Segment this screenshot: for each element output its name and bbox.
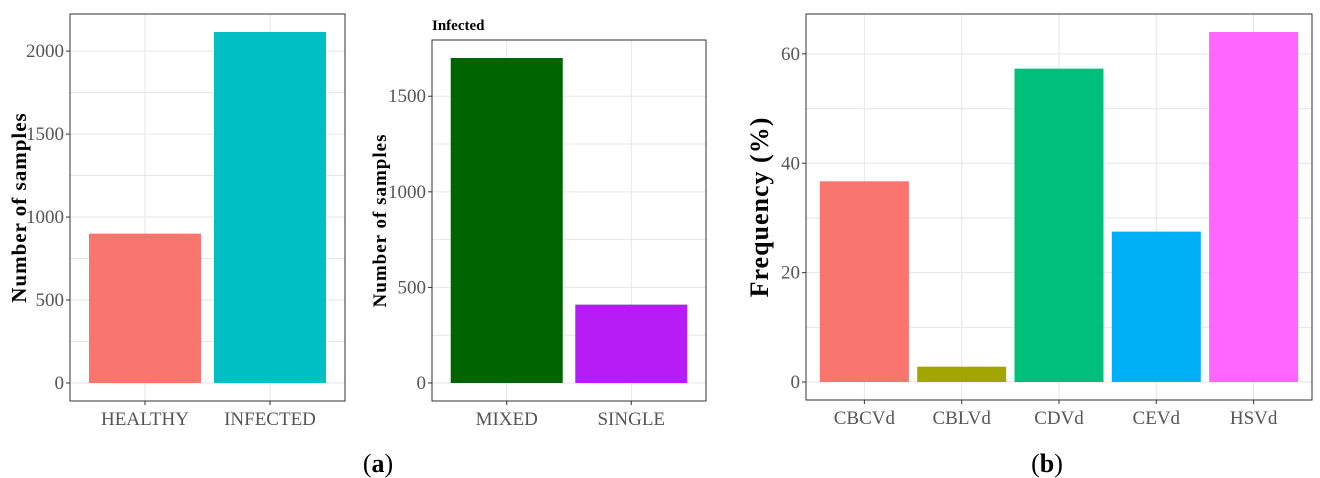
panel-title: Infected [432, 18, 485, 34]
x-tick-label: INFECTED [224, 409, 316, 430]
bar-healthy [89, 233, 201, 383]
bar-mixed [450, 58, 563, 383]
y-axis-title: Number of samples [7, 112, 31, 302]
y-tick-label: 60 [781, 44, 800, 65]
chart-panel-3: 0 20 40 60 CBCVd CBLVd CDVd CEVd HSVd Frequency (… [745, 13, 1313, 429]
bar-cbcvd [819, 181, 909, 382]
x-tick-label: MIXED [476, 409, 538, 430]
y-tick-label: 1000 [388, 182, 426, 203]
x-tick-label: CBCVd [834, 408, 896, 429]
x-tick-label: CDVd [1034, 408, 1084, 429]
chart-panel-2: 0 500 1000 1500 MIXED SINGLE Number of samples… [370, 18, 707, 430]
x-tick-label: SINGLE [597, 409, 665, 430]
y-axis-title: Frequency (%) [745, 117, 774, 298]
y-tick-label: 20 [781, 263, 800, 284]
caption-a: (a) [363, 449, 393, 478]
y-tick-label: 2000 [26, 41, 64, 62]
bar-cblvd [917, 366, 1007, 382]
bar-hsvd [1209, 32, 1299, 382]
x-tick-label: CEVd [1133, 408, 1181, 429]
y-tick-label: 0 [55, 373, 65, 394]
bar-cevd [1111, 231, 1201, 382]
bar-single [575, 304, 688, 383]
y-tick-label: 1500 [26, 124, 64, 145]
plot-frame [69, 13, 346, 402]
y-tick-label: 500 [36, 290, 65, 311]
y-tick-label: 1000 [26, 207, 64, 228]
chart-panel-1: 0 500 1000 1500 2000 HEALTHY INFECTED Number of… [7, 13, 346, 430]
plot-frame [431, 39, 707, 402]
y-tick-label: 1500 [388, 86, 426, 107]
x-tick-label: HSVd [1230, 408, 1278, 429]
caption-b: (b) [1031, 449, 1063, 478]
y-tick-label: 0 [417, 373, 427, 394]
y-tick-label: 40 [781, 153, 800, 174]
x-tick-label: HEALTHY [101, 409, 189, 430]
bar-cdvd [1014, 68, 1104, 382]
y-tick-label: 0 [791, 372, 801, 393]
y-tick-label: 500 [398, 277, 427, 298]
y-axis-title: Number of samples [370, 134, 391, 308]
x-tick-label: CBLVd [932, 408, 991, 429]
bar-infected [214, 32, 326, 383]
